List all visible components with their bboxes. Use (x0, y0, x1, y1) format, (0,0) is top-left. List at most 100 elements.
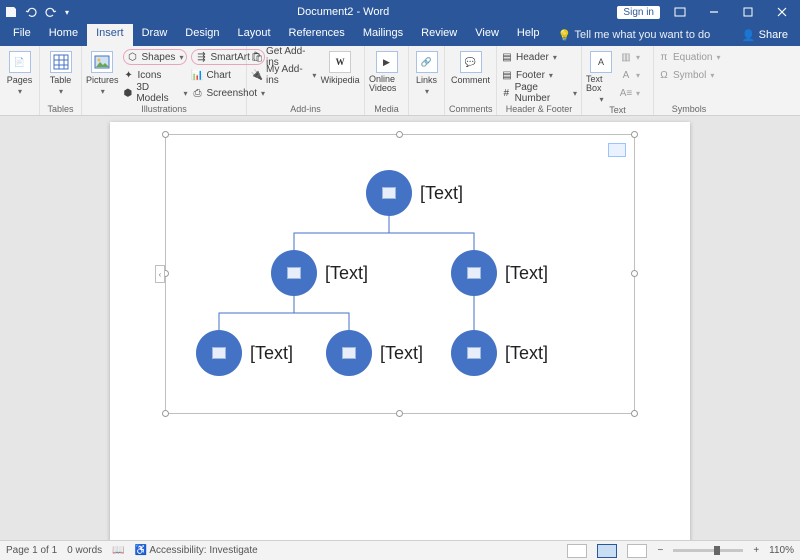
picture-placeholder-icon[interactable] (467, 347, 481, 359)
tab-insert[interactable]: Insert (87, 24, 133, 46)
pictures-button[interactable]: Pictures▾ (86, 49, 119, 96)
picture-placeholder-icon[interactable] (212, 347, 226, 359)
picture-placeholder-icon[interactable] (342, 347, 356, 359)
my-addins-label: My Add-ins (266, 64, 308, 86)
tab-references[interactable]: References (280, 24, 354, 46)
sign-in-button[interactable]: Sign in (617, 6, 660, 19)
smartart-node[interactable]: [Text] (326, 330, 423, 376)
group-label-addins: Add-ins (251, 103, 360, 114)
tab-view[interactable]: View (466, 24, 508, 46)
icons-icon: ✦ (123, 69, 135, 81)
tab-layout[interactable]: Layout (229, 24, 280, 46)
tab-mailings[interactable]: Mailings (354, 24, 412, 46)
picture-placeholder-icon[interactable] (287, 267, 301, 279)
table-button[interactable]: Table▾ (44, 49, 77, 96)
smartart-node-circle[interactable] (366, 170, 412, 216)
redo-icon[interactable] (44, 5, 58, 19)
share-icon: 👤 (743, 29, 755, 41)
tab-file[interactable]: File (4, 24, 40, 46)
comment-button[interactable]: 💬Comment (449, 49, 492, 85)
zoom-in-button[interactable]: + (753, 545, 759, 556)
quick-parts-button[interactable]: ▥▾ (620, 49, 640, 65)
accessibility-status[interactable]: ♿ Accessibility: Investigate (135, 545, 258, 556)
my-addins-button[interactable]: 🔌My Add-ins▾ (251, 67, 316, 83)
close-button[interactable] (768, 0, 796, 24)
get-addins-button[interactable]: 🛍Get Add-ins (251, 49, 316, 65)
links-button[interactable]: 🔗Links▾ (413, 49, 440, 96)
smartart-node-circle[interactable] (451, 330, 497, 376)
equation-button[interactable]: πEquation▾ (658, 49, 721, 65)
picture-placeholder-icon[interactable] (382, 187, 396, 199)
smartart-node[interactable]: [Text] (451, 250, 548, 296)
smartart-node[interactable]: [Text] (271, 250, 368, 296)
zoom-level[interactable]: 110% (769, 545, 794, 556)
tab-design[interactable]: Design (176, 24, 228, 46)
save-icon[interactable] (4, 5, 18, 19)
footer-label: Footer (516, 70, 545, 81)
picture-placeholder-icon[interactable] (467, 267, 481, 279)
group-label-hf: Header & Footer (501, 103, 577, 114)
symbol-button[interactable]: ΩSymbol▾ (658, 67, 721, 83)
web-layout-button[interactable] (627, 544, 647, 558)
undo-icon[interactable] (24, 5, 38, 19)
smartart-node-circle[interactable] (326, 330, 372, 376)
zoom-out-button[interactable]: − (657, 545, 663, 556)
smartart-node-circle[interactable] (271, 250, 317, 296)
spellcheck-icon[interactable]: 📖 (112, 545, 124, 556)
maximize-button[interactable] (734, 0, 762, 24)
smartart-node[interactable]: [Text] (451, 330, 548, 376)
header-button[interactable]: ▤Header▾ (501, 49, 577, 65)
wordart-button[interactable]: A▾ (620, 67, 640, 83)
dropcap-icon: A≡ (620, 87, 632, 99)
tab-help[interactable]: Help (508, 24, 549, 46)
group-header-footer: ▤Header▾ ▤Footer▾ #Page Number▾ Header &… (497, 46, 582, 115)
group-label-tables: Tables (44, 103, 77, 114)
zoom-slider[interactable] (673, 549, 743, 552)
textbox-button[interactable]: AText Box▾ (586, 49, 616, 104)
pages-button[interactable]: 📄Pages▾ (4, 49, 35, 96)
3d-models-label: 3D Models (136, 82, 179, 104)
accessibility-label: Accessibility: Investigate (149, 545, 257, 556)
group-addins: 🛍Get Add-ins 🔌My Add-ins▾ WWikipedia Add… (247, 46, 365, 115)
minimize-button[interactable] (700, 0, 728, 24)
smartart-node[interactable]: [Text] (196, 330, 293, 376)
footer-icon: ▤ (501, 69, 513, 81)
footer-button[interactable]: ▤Footer▾ (501, 67, 577, 83)
tab-draw[interactable]: Draw (133, 24, 177, 46)
smartart-node-label[interactable]: [Text] (505, 343, 548, 364)
online-videos-button[interactable]: ▶Online Videos (369, 49, 404, 93)
smartart-node-circle[interactable] (451, 250, 497, 296)
shapes-button[interactable]: ⬡Shapes▾ (123, 49, 188, 65)
smartart-node-label[interactable]: [Text] (250, 343, 293, 364)
print-layout-button[interactable] (597, 544, 617, 558)
pictures-icon (91, 51, 113, 73)
dropcap-button[interactable]: A≡▾ (620, 85, 640, 101)
smartart-node-label[interactable]: [Text] (325, 263, 368, 284)
wikipedia-button[interactable]: WWikipedia (320, 49, 360, 85)
wordart-icon: A (620, 69, 632, 81)
read-mode-button[interactable] (567, 544, 587, 558)
page-indicator[interactable]: Page 1 of 1 (6, 545, 57, 556)
tell-me-label: Tell me what you want to do (575, 29, 711, 41)
group-links: 🔗Links▾ (409, 46, 445, 115)
chart-label: Chart (206, 70, 230, 81)
tab-home[interactable]: Home (40, 24, 87, 46)
3d-models-button[interactable]: ⬢3D Models▾ (123, 85, 188, 101)
icons-button[interactable]: ✦Icons (123, 67, 188, 83)
smartart-node-label[interactable]: [Text] (505, 263, 548, 284)
group-tables: Table▾ Tables (40, 46, 82, 115)
page-number-button[interactable]: #Page Number▾ (501, 85, 577, 101)
smartart-node-label[interactable]: [Text] (420, 183, 463, 204)
smartart-node-circle[interactable] (196, 330, 242, 376)
smartart-node[interactable]: [Text] (366, 170, 463, 216)
smartart-node-label[interactable]: [Text] (380, 343, 423, 364)
text-pane-toggle[interactable]: ‹ (155, 265, 165, 283)
smartart-frame[interactable]: ‹ [Text][Text][Text][Text][Text][Text] (165, 134, 635, 414)
tell-me-search[interactable]: 💡 Tell me what you want to do (549, 24, 735, 46)
share-button[interactable]: 👤 Share (735, 24, 796, 46)
ribbon-display-icon[interactable] (666, 0, 694, 24)
word-count[interactable]: 0 words (67, 545, 102, 556)
tab-review[interactable]: Review (412, 24, 466, 46)
links-label: Links (416, 75, 437, 85)
ribbon-tabs: File Home Insert Draw Design Layout Refe… (0, 24, 800, 46)
